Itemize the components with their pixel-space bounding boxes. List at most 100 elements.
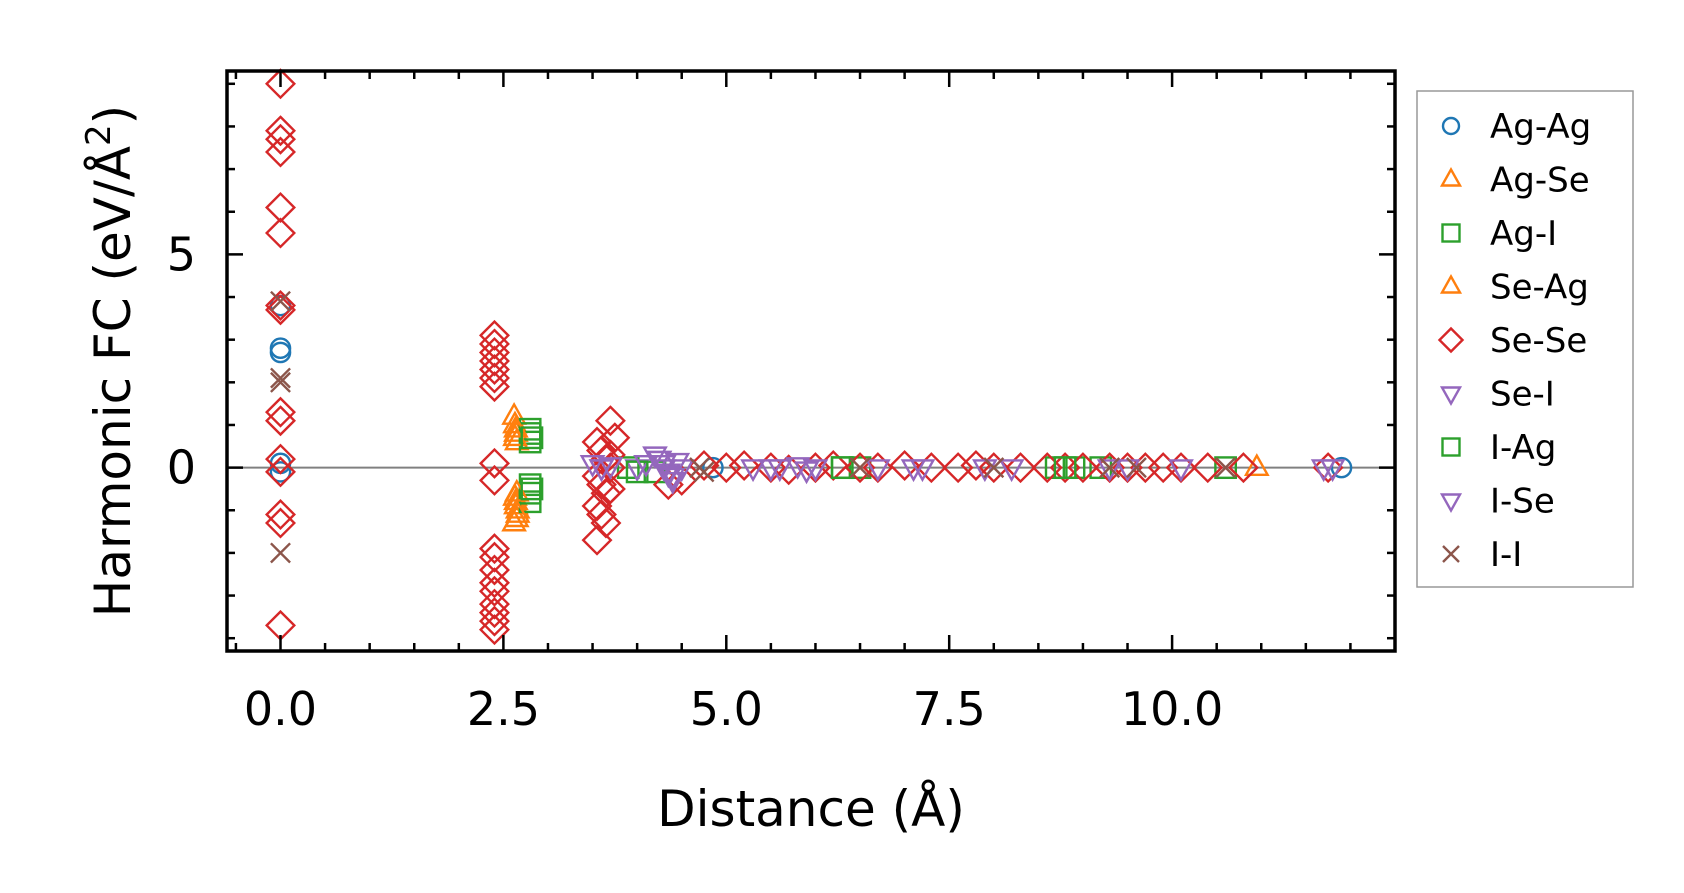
data-point-se-se bbox=[478, 597, 510, 629]
plot-area-frame bbox=[225, 69, 1397, 653]
data-points bbox=[264, 68, 1353, 646]
data-point-i-i bbox=[270, 371, 291, 393]
data-point-se-i bbox=[998, 459, 1025, 483]
legend-label: Ag-Ag bbox=[1490, 107, 1591, 147]
data-point-se-se bbox=[478, 614, 510, 646]
data-point-se-se bbox=[264, 217, 296, 249]
data-point-se-se bbox=[264, 507, 296, 539]
data-point-i-ag bbox=[830, 456, 854, 480]
data-point-se-se bbox=[264, 443, 296, 475]
legend-marker-ag-se bbox=[1439, 167, 1463, 187]
data-point-i-i bbox=[849, 457, 871, 479]
data-point-se-se bbox=[478, 554, 510, 586]
legend-marker-ag-i bbox=[1441, 223, 1461, 243]
legend-entry: Se-Ag bbox=[1439, 268, 1589, 308]
data-point-i-i bbox=[270, 542, 291, 564]
data-point-se-se bbox=[478, 362, 510, 394]
data-point-se-se bbox=[264, 191, 296, 223]
data-point-se-se bbox=[478, 588, 510, 620]
data-point-i-ag bbox=[520, 426, 544, 450]
legend-label: Ag-I bbox=[1490, 214, 1557, 254]
data-point-i-se bbox=[659, 472, 686, 495]
data-point-i-se bbox=[1096, 459, 1123, 483]
data-point-ag-ag bbox=[269, 337, 292, 360]
data-point-se-se bbox=[264, 115, 296, 147]
series-ag-ag bbox=[269, 294, 1353, 483]
legend-label: Se-Se bbox=[1490, 321, 1587, 361]
legend-marker-i-se bbox=[1439, 493, 1463, 513]
data-point-se-se bbox=[264, 136, 296, 168]
data-point-i-i bbox=[1125, 457, 1147, 479]
legend-entry: Se-I bbox=[1439, 375, 1555, 415]
data-point-se-se bbox=[478, 605, 510, 637]
data-point-ag-se bbox=[1243, 453, 1270, 477]
data-point-se-se bbox=[478, 464, 510, 496]
data-point-i-ag bbox=[520, 477, 544, 501]
legend-entry: Ag-I bbox=[1441, 214, 1557, 254]
data-point-se-se bbox=[478, 533, 510, 565]
data-point-se-se bbox=[1192, 452, 1224, 484]
data-point-se-se bbox=[478, 567, 510, 599]
data-point-i-i bbox=[1099, 457, 1121, 479]
data-point-ag-i bbox=[1214, 456, 1237, 480]
data-point-se-se bbox=[264, 290, 296, 322]
data-point-i-se bbox=[588, 459, 615, 483]
legend-label: I-I bbox=[1490, 535, 1522, 575]
legend-marker-se-ag bbox=[1439, 274, 1463, 294]
legend-entry: I-Se bbox=[1439, 482, 1555, 522]
data-point-i-se bbox=[784, 457, 811, 480]
data-point-se-se bbox=[942, 452, 974, 484]
data-point-se-se bbox=[581, 524, 613, 556]
data-point-ag-i bbox=[518, 490, 542, 514]
x-tick-label: 0.0 bbox=[244, 682, 317, 736]
data-point-se-se bbox=[478, 447, 510, 479]
y-axis-label: Harmonic FC (eV/Å2) bbox=[79, 105, 142, 617]
data-point-se-se bbox=[478, 371, 510, 403]
series-i-i bbox=[270, 290, 1237, 564]
data-point-se-se bbox=[264, 396, 296, 428]
data-point-se-se bbox=[264, 405, 296, 437]
x-tick-label: 7.5 bbox=[913, 682, 986, 736]
data-point-se-se bbox=[264, 456, 296, 488]
data-point-se-se bbox=[264, 499, 296, 531]
data-point-se-se bbox=[264, 123, 296, 155]
legend-marker-i-i bbox=[1442, 545, 1460, 563]
data-point-se-se bbox=[688, 449, 720, 481]
data-point-i-i bbox=[270, 367, 291, 389]
series-se-se bbox=[264, 68, 1344, 646]
data-point-ag-ag bbox=[1330, 456, 1353, 479]
data-point-se-se bbox=[1005, 452, 1037, 484]
legend-marker-i-ag bbox=[1441, 437, 1461, 457]
data-point-se-se bbox=[585, 499, 617, 531]
data-point-i-se bbox=[633, 454, 659, 478]
data-point-i-se bbox=[758, 459, 784, 483]
axis-ticks bbox=[227, 71, 1397, 651]
legend-entry: Se-Se bbox=[1437, 321, 1587, 361]
data-point-se-se bbox=[594, 405, 626, 437]
x-tick-label: 2.5 bbox=[467, 682, 540, 736]
legend-entry: I-Ag bbox=[1441, 428, 1556, 468]
legend-marker-se-i bbox=[1439, 386, 1463, 406]
y-tick-label: 0 bbox=[167, 441, 196, 495]
legend-entry: Ag-Ag bbox=[1441, 107, 1591, 147]
data-point-se-se bbox=[478, 319, 510, 351]
data-point-se-se bbox=[594, 473, 626, 505]
data-point-i-i bbox=[270, 290, 291, 312]
data-point-se-se bbox=[1067, 452, 1099, 484]
data-point-se-se bbox=[1227, 452, 1259, 484]
legend: Ag-Ag Ag-Se Ag-I Se-Ag Se-Se Se-I I-Ag I-Se I-I bbox=[1416, 90, 1634, 588]
data-point-i-se bbox=[909, 459, 936, 483]
legend-marker-se-se bbox=[1437, 326, 1465, 354]
data-point-se-i bbox=[597, 457, 624, 480]
data-point-se-se bbox=[264, 68, 296, 100]
data-point-i-se bbox=[664, 452, 691, 476]
data-point-i-se bbox=[1319, 459, 1346, 483]
data-point-se-se bbox=[478, 354, 510, 386]
data-point-i-i bbox=[983, 457, 1005, 479]
legend-entry: Ag-Se bbox=[1439, 161, 1590, 201]
data-point-ag-i bbox=[518, 430, 542, 454]
data-point-se-se bbox=[264, 294, 296, 326]
data-point-se-i bbox=[579, 454, 606, 478]
legend-label: Ag-Se bbox=[1490, 161, 1590, 201]
